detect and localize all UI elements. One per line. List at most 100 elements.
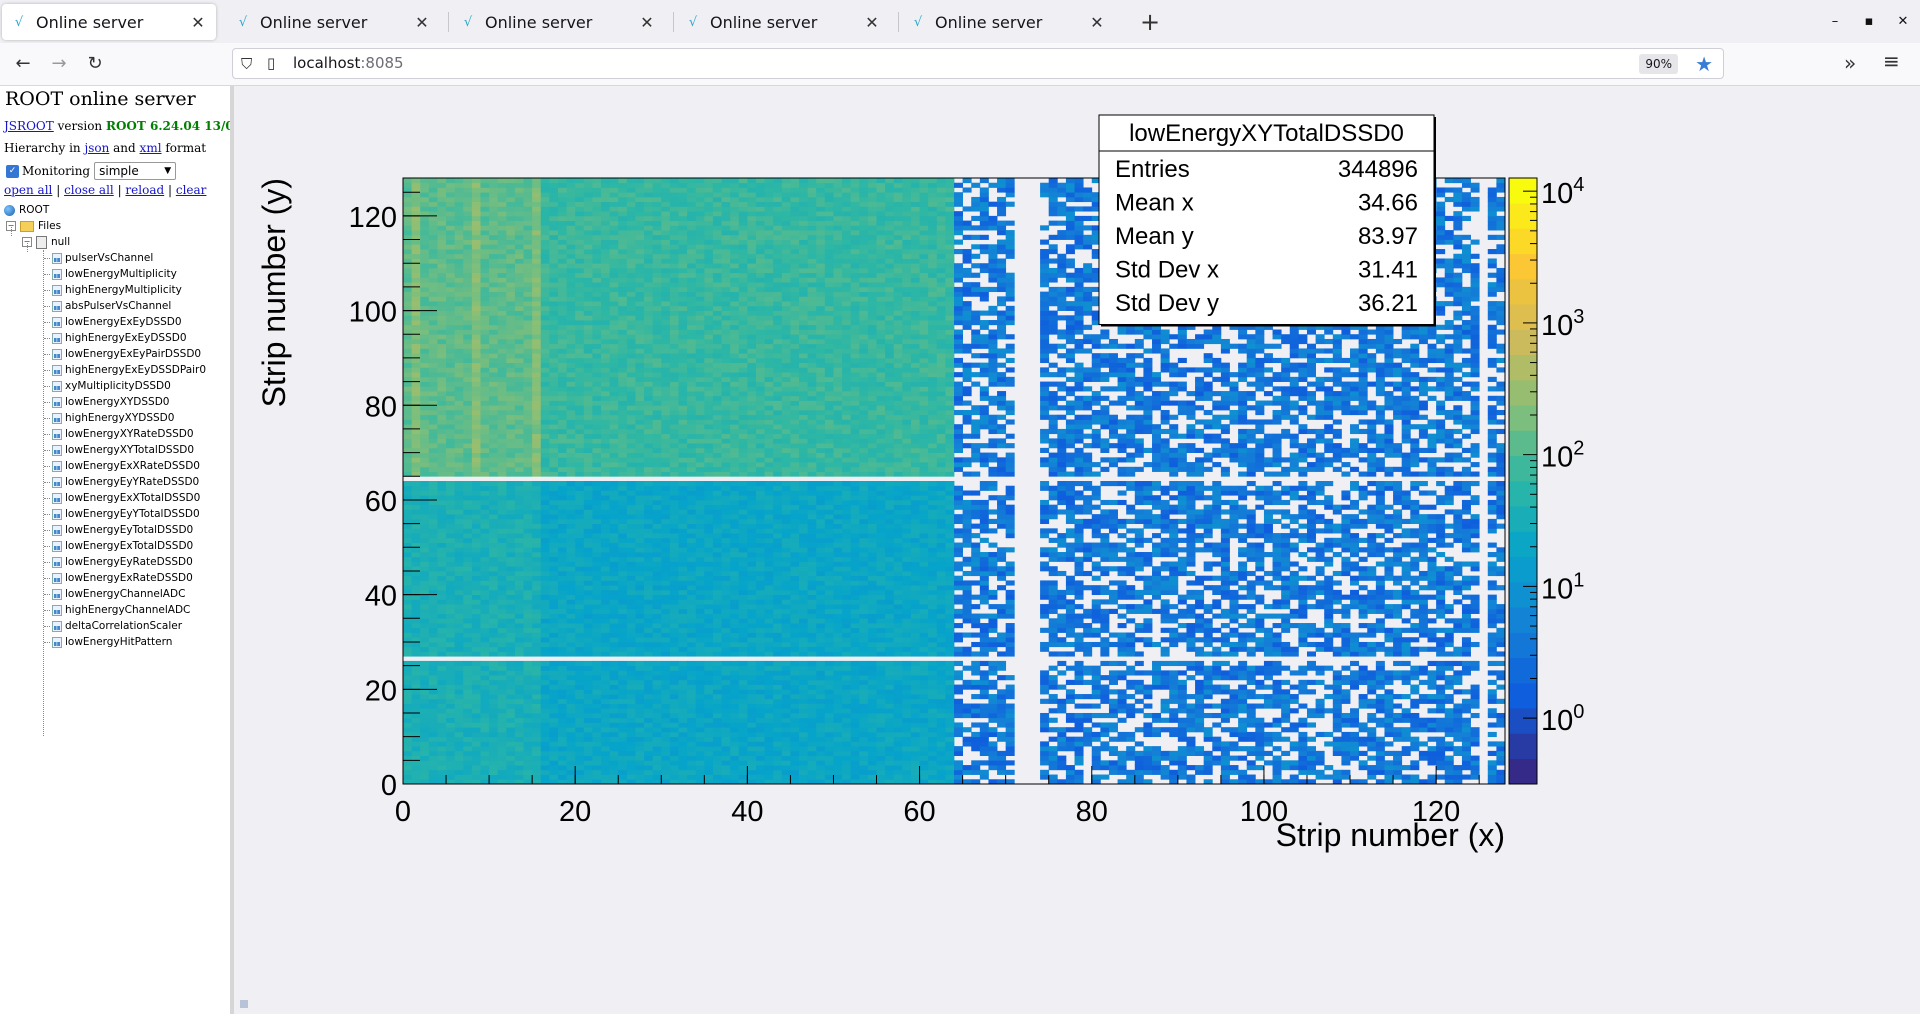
heatmap-cell: [480, 296, 490, 302]
heatmap-cell: [471, 528, 481, 534]
bookmark-star-icon[interactable]: ★: [1695, 52, 1713, 76]
tree-item-lowEnergyEyYTotalDSSD0[interactable]: lowEnergyEyYTotalDSSD0: [44, 506, 200, 522]
close-tab-icon[interactable]: ✕: [191, 12, 205, 32]
tree-item-lowEnergyEyRateDSSD0[interactable]: lowEnergyEyRateDSSD0: [44, 554, 193, 570]
xml-link[interactable]: xml: [139, 141, 162, 155]
heatmap-cell: [644, 566, 654, 572]
tree-files-node[interactable]: − Files: [6, 218, 61, 234]
heatmap-cell: [626, 414, 636, 420]
tree-connector: [44, 385, 50, 387]
heatmap-cell: [454, 201, 464, 207]
tree-item-lowEnergyExRateDSSD0[interactable]: lowEnergyExRateDSSD0: [44, 570, 193, 586]
heatmap-cell: [644, 324, 654, 330]
tree-item-deltaCorrelationScaler[interactable]: deltaCorrelationScaler: [44, 618, 182, 634]
histogram-canvas[interactable]: 0 20 40 60 80 100 120 0 20 40 60 80 100 120 Strip nu…: [235, 86, 1920, 1014]
close-tab-icon[interactable]: ✕: [1090, 12, 1104, 32]
tab-online-server-2[interactable]: √ Online server ✕: [226, 4, 440, 40]
new-tab-button[interactable]: +: [1139, 8, 1161, 36]
heatmap-cell: [497, 395, 507, 401]
close-tab-icon[interactable]: ✕: [415, 12, 429, 32]
tree-item-lowEnergyExXRateDSSD0[interactable]: lowEnergyExXRateDSSD0: [44, 458, 200, 474]
tree-item-highEnergyExEyDSSD0[interactable]: highEnergyExEyDSSD0: [44, 330, 187, 346]
tree-item-lowEnergyXYRateDSSD0[interactable]: lowEnergyXYRateDSSD0: [44, 426, 194, 442]
histogram-icon: [52, 604, 62, 616]
tree-item-lowEnergyExEyDSSD0[interactable]: lowEnergyExEyDSSD0: [44, 314, 182, 330]
heatmap-cell: [592, 646, 602, 652]
close-tab-icon[interactable]: ✕: [865, 12, 879, 32]
tab-online-server-1[interactable]: √ Online server ✕: [2, 4, 216, 40]
clear-link[interactable]: clear: [175, 183, 207, 197]
tree-item-lowEnergyXYTotalDSSD0[interactable]: lowEnergyXYTotalDSSD0: [44, 442, 194, 458]
close-all-link[interactable]: close all: [64, 183, 114, 197]
tree-item-lowEnergyEyTotalDSSD0[interactable]: lowEnergyEyTotalDSSD0: [44, 522, 193, 538]
heatmap-cell: [609, 481, 619, 487]
heatmap-cell: [428, 651, 438, 657]
tree-item-xyMultiplicityDSSD0[interactable]: xyMultiplicityDSSD0: [44, 378, 171, 394]
tree-item-lowEnergyXYDSSD0[interactable]: lowEnergyXYDSSD0: [44, 394, 169, 410]
minimize-window-button[interactable]: –: [1831, 14, 1839, 29]
hamburger-menu-icon[interactable]: ≡: [1883, 49, 1900, 73]
heatmap-cell: [437, 779, 447, 785]
heatmap-cell: [523, 249, 533, 255]
close-window-button[interactable]: ✕: [1897, 14, 1909, 29]
tree-item-highEnergyExEyDSSDPair0[interactable]: highEnergyExEyDSSDPair0: [44, 362, 206, 378]
forward-arrow-icon[interactable]: →: [51, 53, 67, 74]
heatmap-cell: [712, 675, 722, 681]
tab-online-server-4[interactable]: √ Online server ✕: [676, 4, 890, 40]
tree-item-highEnergyMultiplicity[interactable]: highEnergyMultiplicity: [44, 282, 182, 298]
heatmap-cell: [523, 604, 533, 610]
tree-null-node[interactable]: − null: [22, 234, 70, 250]
json-link[interactable]: json: [84, 141, 110, 155]
heatmap-cell: [721, 225, 731, 231]
monitoring-select[interactable]: simple ▼: [94, 162, 177, 180]
heatmap-cell: [532, 632, 542, 638]
heatmap-cell: [437, 414, 447, 420]
heatmap-cell: [575, 277, 585, 283]
heatmap-cell: [644, 353, 654, 359]
page-info-icon[interactable]: ▯: [267, 54, 276, 72]
zoom-level-badge[interactable]: 90%: [1639, 54, 1678, 74]
heatmap-cell: [678, 329, 688, 335]
reload-link[interactable]: reload: [125, 183, 165, 197]
heatmap-cell: [609, 490, 619, 496]
url-text[interactable]: localhost:8085: [293, 54, 404, 72]
tracking-shield-icon[interactable]: ⛉: [241, 55, 253, 73]
close-tab-icon[interactable]: ✕: [640, 12, 654, 32]
heatmap-cell: [420, 301, 430, 307]
tab-online-server-3[interactable]: √ Online server ✕: [451, 4, 665, 40]
tree-item-lowEnergyExEyPairDSSD0[interactable]: lowEnergyExEyPairDSSD0: [44, 346, 201, 362]
heatmap-cell: [411, 376, 421, 382]
overflow-chevron-icon[interactable]: »: [1844, 51, 1857, 75]
tree-item-lowEnergyChannelADC[interactable]: lowEnergyChannelADC: [44, 586, 185, 602]
tree-item-pulserVsChannel[interactable]: pulserVsChannel: [44, 250, 153, 266]
tree-item-lowEnergyHitPattern[interactable]: lowEnergyHitPattern: [44, 634, 172, 650]
heatmap-cell: [626, 722, 636, 728]
tab-online-server-5[interactable]: √ Online server ✕: [901, 4, 1115, 40]
tree-item-lowEnergyExTotalDSSD0[interactable]: lowEnergyExTotalDSSD0: [44, 538, 193, 554]
heatmap-cell: [644, 367, 654, 373]
heatmap-cell: [712, 443, 722, 449]
tree-item-lowEnergyMultiplicity[interactable]: lowEnergyMultiplicity: [44, 266, 177, 282]
tree-item-lowEnergyEyYRateDSSD0[interactable]: lowEnergyEyYRateDSSD0: [44, 474, 199, 490]
maximize-window-button[interactable]: ▪: [1864, 14, 1874, 29]
tree-root-node[interactable]: ROOT: [4, 202, 49, 218]
heatmap-cell: [428, 329, 438, 335]
tree-item-highEnergyChannelADC[interactable]: highEnergyChannelADC: [44, 602, 190, 618]
monitoring-checkbox[interactable]: ✓: [6, 164, 19, 178]
open-all-link[interactable]: open all: [4, 183, 53, 197]
heatmap-cell: [661, 528, 671, 534]
heatmap-cell: [506, 779, 516, 785]
jsroot-link[interactable]: JSROOT: [4, 119, 54, 133]
tree-item-highEnergyXYDSSD0[interactable]: highEnergyXYDSSD0: [44, 410, 174, 426]
address-bar[interactable]: ⛉ ▯ localhost:8085 90% ★: [232, 48, 1724, 79]
tree-item-lowEnergyExXTotalDSSD0[interactable]: lowEnergyExXTotalDSSD0: [44, 490, 200, 506]
back-arrow-icon[interactable]: ←: [15, 53, 31, 74]
tree-item-absPulserVsChannel[interactable]: absPulserVsChannel: [44, 298, 171, 314]
heatmap-cell: [652, 608, 662, 614]
heatmap-cell: [446, 585, 456, 591]
heatmap-cell: [471, 760, 481, 766]
reload-icon[interactable]: ↻: [87, 53, 103, 74]
heatmap-cell: [446, 731, 456, 738]
panel-splitter[interactable]: [230, 86, 234, 1014]
